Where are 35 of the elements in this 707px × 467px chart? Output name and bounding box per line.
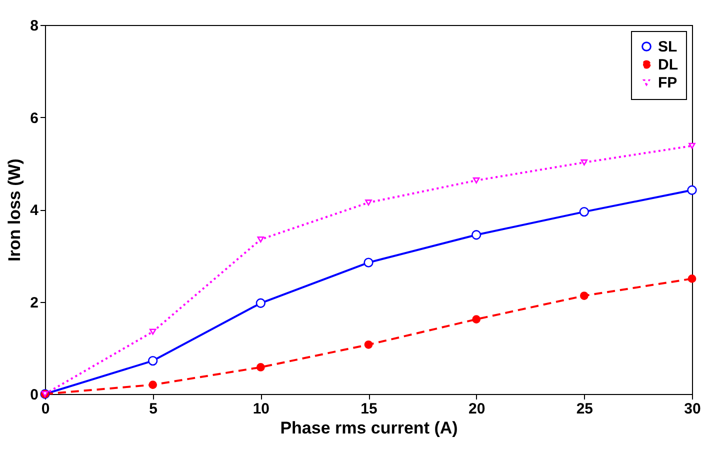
point (688, 142, 696, 149)
y-tick-label: 8 (30, 18, 38, 34)
point (580, 292, 588, 300)
point (687, 185, 697, 195)
y-tick-label: 0 (30, 386, 38, 404)
point (472, 315, 481, 324)
point (579, 206, 589, 217)
point (148, 356, 158, 366)
legend-label: DL (658, 56, 678, 74)
point (364, 340, 373, 349)
point (688, 274, 696, 283)
point (256, 363, 265, 372)
x-tick-label: 5 (149, 400, 158, 418)
x-tick-label: 0 (41, 400, 50, 418)
legend-label: SL (658, 38, 678, 56)
y-tick-label: 4 (30, 202, 40, 219)
point (472, 230, 482, 240)
point (256, 298, 266, 308)
point (472, 177, 480, 184)
x-tick-label: 10 (252, 400, 270, 418)
x-tick-label: 30 (684, 400, 701, 418)
x-tick-label: 15 (360, 400, 378, 418)
y-tick-label: 6 (30, 110, 38, 127)
point (364, 258, 374, 268)
point (257, 236, 264, 243)
x-tick-label: 25 (576, 400, 594, 418)
point (365, 200, 372, 206)
point (580, 159, 588, 166)
point (148, 380, 158, 389)
x-axis-title: Phase rms current (A) (280, 418, 458, 438)
y-tick-label: 2 (30, 294, 38, 312)
point (149, 328, 156, 335)
y-axis-title: Iron loss (W) (5, 158, 24, 262)
x-tick-label: 20 (468, 400, 486, 418)
legend-label: FP (658, 74, 678, 92)
